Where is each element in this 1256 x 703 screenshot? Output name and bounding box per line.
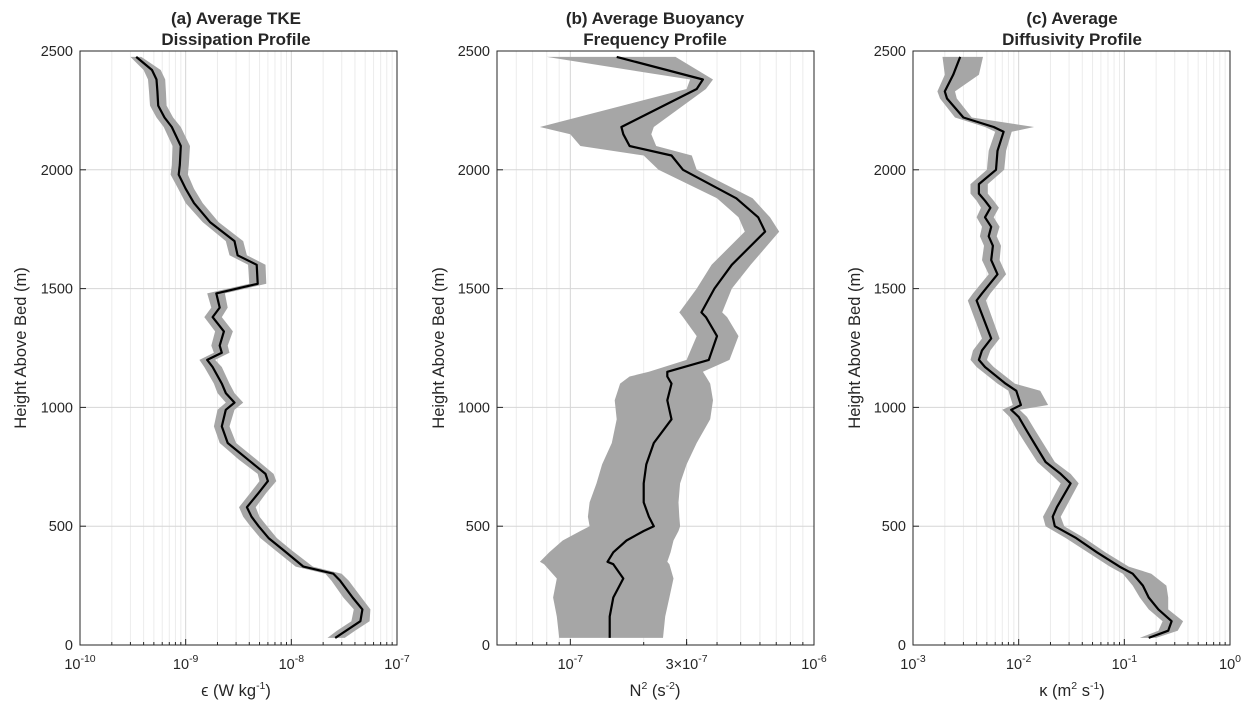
panel-b: (b) Average Buoyancy Frequency Profile H… [430, 9, 827, 700]
panel-c-title-line1: (c) Average [1026, 9, 1117, 28]
panel-c-xlabel: κ (m2​ s-1​) [1039, 680, 1105, 700]
panel-a-xlabel: ϵ (W kg-1​) [201, 680, 271, 700]
panel-c-tick-label-y: 0 [898, 638, 906, 654]
panel-c-title-line2: Diffusivity Profile [1002, 30, 1142, 49]
panel-c-axes-box [912, 50, 1231, 646]
panel-c-mean-profile-line [943, 56, 1173, 639]
panel-b-xlabel: N2​ (s-2​) [630, 680, 681, 700]
panel-a-tick-label-x: 10-9 [173, 653, 199, 673]
panel-a: (a) Average TKE Dissipation Profile Heig… [12, 9, 410, 700]
panel-a-title-line1: (a) Average TKE [171, 9, 301, 28]
panel-b-tick-label-x: 10-6 [801, 653, 827, 673]
panel-c-tick-label-x: 10-2 [1006, 653, 1032, 673]
panel-c-tick-label-y: 1500 [874, 282, 906, 298]
panel-b-uncertainty-band [539, 56, 780, 638]
panel-c-tick-label-x: 10-3 [900, 653, 926, 673]
panel-a-tick-label-y: 500 [49, 519, 73, 535]
panel-c-tick-label-x: 100 [1219, 653, 1241, 673]
panel-b-mean-profile-line [606, 55, 767, 638]
panel-c-tick-label-y: 1000 [874, 400, 906, 416]
panel-a-tick-label-y: 2500 [41, 44, 73, 60]
panel-b-tick-label-y: 500 [466, 519, 490, 535]
panel-a-tick-label-y: 0 [65, 638, 73, 654]
panel-a-tick-label-y: 2000 [41, 163, 73, 179]
panel-c-tick-label-y: 2000 [874, 163, 906, 179]
panel-c-tick-label-y: 2500 [874, 44, 906, 60]
panel-b-title-line1: (b) Average Buoyancy [566, 9, 745, 28]
panel-b-tick-label-y: 2000 [458, 163, 490, 179]
panel-b-ylabel: Height Above Bed (m) [430, 267, 448, 428]
panel-b-tick-label-y: 1000 [458, 400, 490, 416]
panel-b-tick-label-y: 1500 [458, 282, 490, 298]
panel-a-tick-label-y: 1000 [41, 400, 73, 416]
panel-b-axes-box [496, 50, 815, 646]
panel-c-tick-label-y: 500 [882, 519, 906, 535]
panel-a-tick-label-y: 1500 [41, 282, 73, 298]
panel-b-tick-label-y: 2500 [458, 44, 490, 60]
panel-a-tick-label-x: 10-8 [279, 653, 305, 673]
panel-a-tick-label-x: 10-7 [384, 653, 410, 673]
panel-a-uncertainty-band [130, 56, 371, 638]
panel-b-tick-label-y: 0 [482, 638, 490, 654]
panel-a-title-line2: Dissipation Profile [161, 30, 310, 49]
panel-c: (c) Average Diffusivity Profile Height A… [846, 9, 1241, 700]
panel-a-plot-area [79, 50, 398, 646]
panel-a-ylabel: Height Above Bed (m) [12, 267, 30, 428]
panel-b-tick-label-x: 10-7 [558, 653, 584, 673]
panel-a-mean-profile-line [135, 56, 364, 639]
panel-b-tick-label-x: 3×10-7 [666, 653, 708, 673]
panel-c-uncertainty-band [937, 56, 1184, 638]
panel-c-plot-area [912, 50, 1231, 646]
panel-a-axes-box [79, 50, 398, 646]
panel-c-ylabel: Height Above Bed (m) [846, 267, 864, 428]
panel-b-plot-area [496, 50, 815, 646]
panel-c-tick-label-x: 10-1 [1112, 653, 1138, 673]
panel-b-title-line2: Frequency Profile [583, 30, 727, 49]
panel-a-tick-label-x: 10-10 [64, 653, 95, 673]
